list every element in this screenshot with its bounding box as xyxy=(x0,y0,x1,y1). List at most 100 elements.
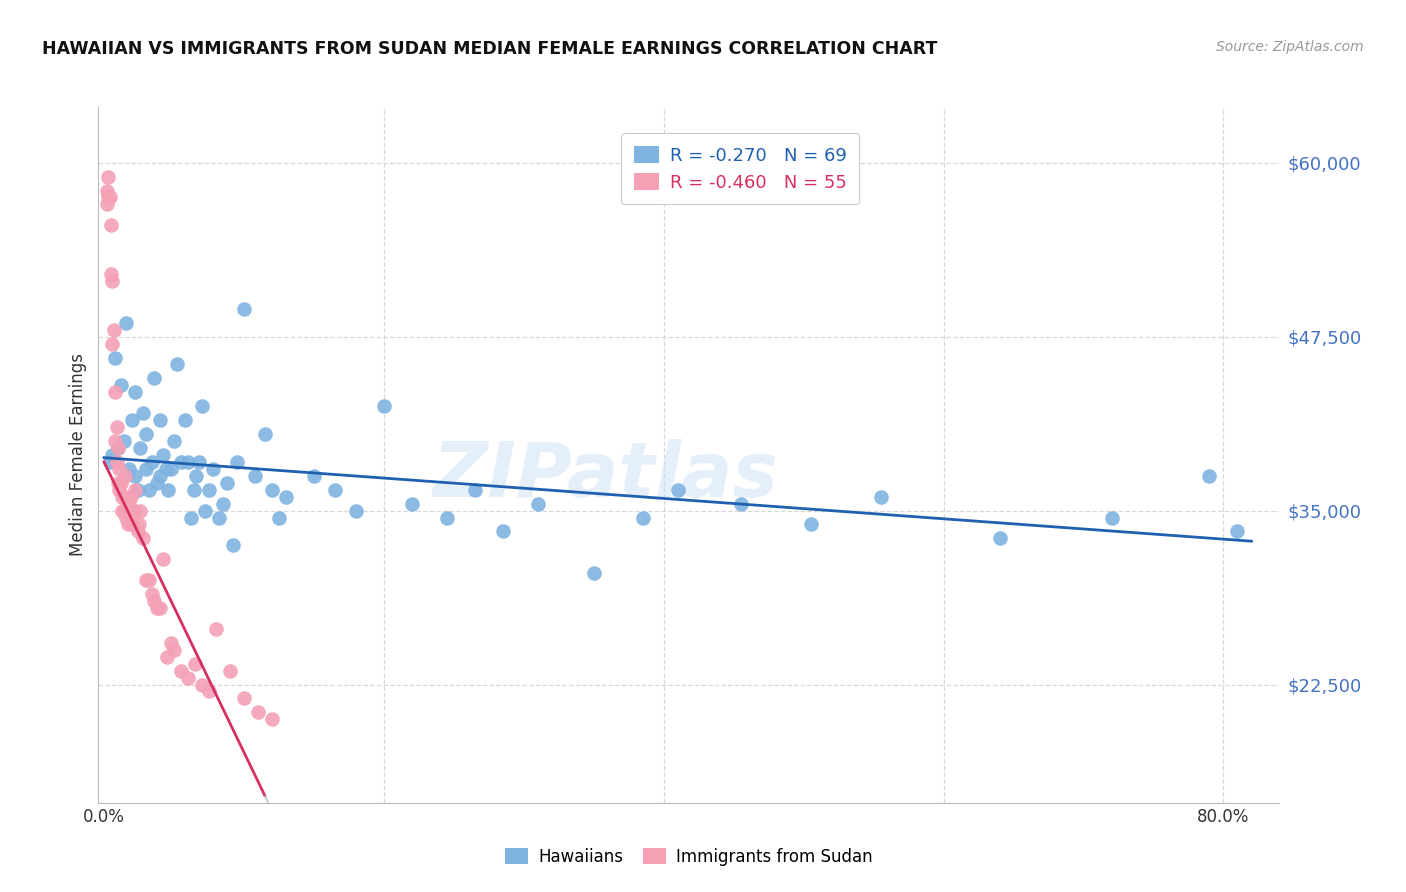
Point xyxy=(1101,510,1123,524)
Text: Source: ZipAtlas.com: Source: ZipAtlas.com xyxy=(1216,40,1364,54)
Point xyxy=(118,462,141,476)
Point xyxy=(107,441,129,455)
Point xyxy=(124,468,146,483)
Point xyxy=(1198,468,1220,483)
Point xyxy=(138,483,160,497)
Point xyxy=(110,378,132,392)
Point xyxy=(800,517,823,532)
Point xyxy=(186,468,208,483)
Point xyxy=(205,622,228,636)
Point xyxy=(631,510,654,524)
Point xyxy=(121,517,143,532)
Point xyxy=(146,601,169,615)
Point xyxy=(246,706,269,720)
Point xyxy=(177,455,200,469)
Point xyxy=(184,657,207,671)
Point xyxy=(107,475,129,490)
Point xyxy=(253,427,276,442)
Point xyxy=(101,336,124,351)
Point xyxy=(152,448,174,462)
Point xyxy=(104,434,127,448)
Point xyxy=(111,490,134,504)
Point xyxy=(103,323,125,337)
Point xyxy=(121,413,143,427)
Point xyxy=(177,671,200,685)
Point xyxy=(222,538,245,552)
Point xyxy=(166,358,188,372)
Point xyxy=(163,434,186,448)
Point xyxy=(233,691,256,706)
Point xyxy=(149,468,172,483)
Point xyxy=(170,664,193,678)
Point xyxy=(436,510,458,524)
Point xyxy=(198,684,221,698)
Point xyxy=(108,483,131,497)
Point xyxy=(98,455,121,469)
Point xyxy=(96,184,118,198)
Point xyxy=(111,503,134,517)
Point xyxy=(156,649,179,664)
Point xyxy=(464,483,486,497)
Point xyxy=(141,587,163,601)
Point xyxy=(401,497,423,511)
Y-axis label: Median Female Earnings: Median Female Earnings xyxy=(69,353,87,557)
Point xyxy=(344,503,367,517)
Point xyxy=(260,712,283,726)
Point xyxy=(143,594,166,608)
Point xyxy=(163,642,186,657)
Point xyxy=(110,475,132,490)
Point xyxy=(129,441,152,455)
Point xyxy=(1226,524,1249,539)
Point xyxy=(233,301,256,316)
Point xyxy=(217,475,239,490)
Point xyxy=(323,483,346,497)
Point xyxy=(135,462,157,476)
Point xyxy=(208,510,231,524)
Point xyxy=(267,510,290,524)
Point xyxy=(260,483,283,497)
Text: ZIPatlas: ZIPatlas xyxy=(433,439,779,513)
Point xyxy=(243,468,266,483)
Point xyxy=(108,462,131,476)
Point xyxy=(219,664,242,678)
Point xyxy=(124,483,146,497)
Point xyxy=(114,468,136,483)
Point xyxy=(174,413,197,427)
Point xyxy=(107,441,129,455)
Point xyxy=(157,483,180,497)
Point xyxy=(124,503,146,517)
Point xyxy=(170,455,193,469)
Point xyxy=(212,497,235,511)
Point xyxy=(302,468,325,483)
Point xyxy=(97,190,120,204)
Point xyxy=(141,455,163,469)
Legend: Hawaiians, Immigrants from Sudan: Hawaiians, Immigrants from Sudan xyxy=(496,839,882,874)
Point xyxy=(135,427,157,442)
Point xyxy=(666,483,689,497)
Point xyxy=(135,573,157,587)
Point xyxy=(112,434,135,448)
Point xyxy=(198,483,221,497)
Point xyxy=(146,475,169,490)
Point xyxy=(188,455,211,469)
Point xyxy=(143,371,166,385)
Point xyxy=(120,490,142,504)
Point xyxy=(101,274,124,288)
Point xyxy=(527,497,550,511)
Text: HAWAIIAN VS IMMIGRANTS FROM SUDAN MEDIAN FEMALE EARNINGS CORRELATION CHART: HAWAIIAN VS IMMIGRANTS FROM SUDAN MEDIAN… xyxy=(42,40,938,58)
Point xyxy=(97,169,120,184)
Point xyxy=(191,399,214,413)
Point xyxy=(98,190,121,204)
Point xyxy=(149,413,172,427)
Point xyxy=(152,552,174,566)
Point xyxy=(129,503,152,517)
Point xyxy=(101,448,124,462)
Point xyxy=(226,455,249,469)
Point xyxy=(730,497,752,511)
Point xyxy=(160,636,183,650)
Point xyxy=(155,462,177,476)
Point xyxy=(100,267,122,281)
Point xyxy=(127,483,149,497)
Point xyxy=(132,406,155,420)
Point xyxy=(194,503,217,517)
